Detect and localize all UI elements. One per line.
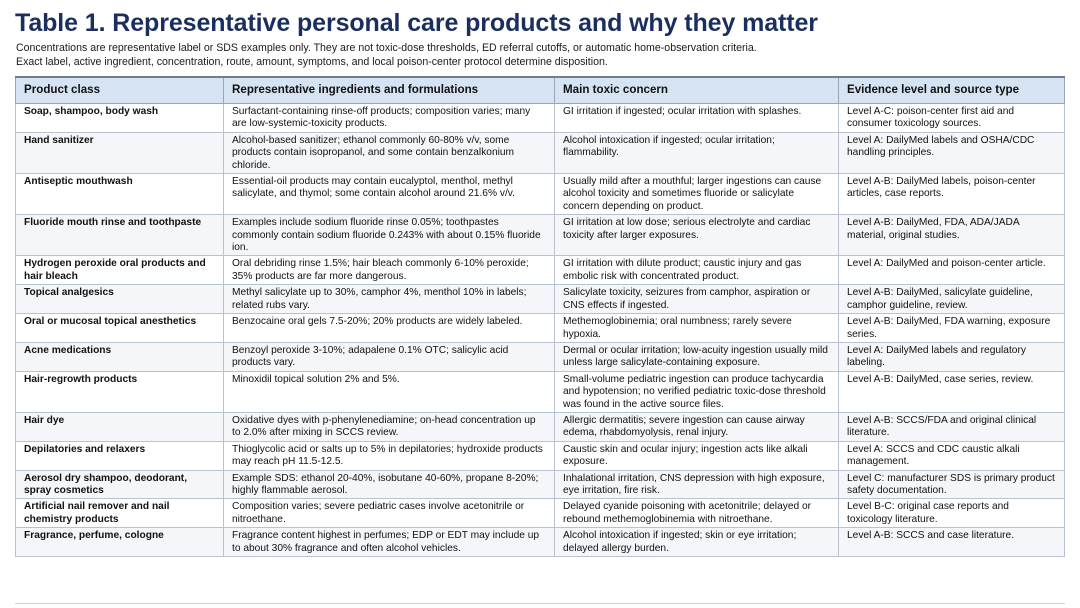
table-row: Depilatories and relaxers Thioglycolic ac… bbox=[15, 440, 1065, 471]
products-table: Product class Representative ingredients… bbox=[15, 76, 1065, 557]
table-row: Hair dye Oxidative dyes with p-phenylened… bbox=[15, 411, 1065, 442]
cell-product-class: Hair-regrowth products bbox=[15, 370, 224, 413]
table-row: Fluoride mouth rinse and toothpaste Examp… bbox=[15, 214, 1065, 257]
cell-product-class: Hydrogen peroxide oral products and hair… bbox=[15, 255, 224, 286]
table-row: Soap, shampoo, body wash Surfactant-conta… bbox=[15, 103, 1065, 133]
table-row: Topical analgesics Methyl salicylate up t… bbox=[15, 284, 1065, 315]
table-note: Concentrations are representative label … bbox=[16, 42, 757, 68]
table-row: Antiseptic mouthwash Essential-oil produc… bbox=[15, 173, 1065, 216]
table-row: Hand sanitizer Alcohol-based sanitizer; e… bbox=[15, 131, 1065, 175]
cell-evidence: Level A: DailyMed and poison-center arti… bbox=[838, 255, 1065, 286]
cell-toxic-concern: Small-volume pediatric ingestion can pro… bbox=[554, 370, 839, 413]
table-row: Oral or mucosal topical anesthetics Benzo… bbox=[15, 313, 1065, 343]
cell-ingredients: Methyl salicylate up to 30%, camphor 4%,… bbox=[223, 284, 555, 315]
cell-product-class: Artificial nail remover and nail chemist… bbox=[15, 498, 224, 529]
cell-product-class: Topical analgesics bbox=[15, 284, 224, 315]
cell-toxic-concern: Methemoglobinemia; oral numbness; rarely… bbox=[554, 313, 839, 343]
cell-evidence: Level A-B: SCCS/FDA and original clinica… bbox=[838, 411, 1065, 442]
cell-evidence: Level A: DailyMed labels and OSHA/CDC ha… bbox=[838, 131, 1065, 175]
cell-product-class: Depilatories and relaxers bbox=[15, 440, 224, 471]
cell-evidence: Level A: SCCS and CDC caustic alkali man… bbox=[838, 440, 1065, 471]
cell-evidence: Level A-B: SCCS and case literature. bbox=[838, 527, 1065, 557]
cell-toxic-concern: Inhalational irritation, CNS depression … bbox=[554, 469, 839, 500]
cell-ingredients: Thioglycolic acid or salts up to 5% in d… bbox=[223, 440, 555, 471]
cell-ingredients: Examples include sodium fluoride rinse 0… bbox=[223, 214, 555, 257]
cell-toxic-concern: GI irritation at low dose; serious elect… bbox=[554, 214, 839, 257]
cell-evidence: Level A-B: DailyMed, salicylate guidelin… bbox=[838, 284, 1065, 315]
cell-ingredients: Composition varies; severe pediatric cas… bbox=[223, 498, 555, 529]
table-body: Soap, shampoo, body wash Surfactant-conta… bbox=[15, 103, 1065, 557]
cell-toxic-concern: Alcohol intoxication if ingested; skin o… bbox=[554, 527, 839, 557]
cell-product-class: Soap, shampoo, body wash bbox=[15, 103, 224, 133]
cell-toxic-concern: GI irritation with dilute product; caust… bbox=[554, 255, 839, 286]
cell-toxic-concern: Delayed cyanide poisoning with acetonitr… bbox=[554, 498, 839, 529]
cell-ingredients: Minoxidil topical solution 2% and 5%. bbox=[223, 370, 555, 413]
cell-product-class: Oral or mucosal topical anesthetics bbox=[15, 313, 224, 343]
cell-evidence: Level A-B: DailyMed, FDA warning, exposu… bbox=[838, 313, 1065, 343]
cell-evidence: Level A-B: DailyMed, case series, review… bbox=[838, 370, 1065, 413]
header-toxic-concern: Main toxic concern bbox=[554, 76, 839, 104]
cell-toxic-concern: Usually mild after a mouthful; larger in… bbox=[554, 173, 839, 216]
cell-product-class: Fragrance, perfume, cologne bbox=[15, 527, 224, 557]
table-row: Artificial nail remover and nail chemist… bbox=[15, 498, 1065, 529]
cell-evidence: Level C: manufacturer SDS is primary pro… bbox=[838, 469, 1065, 500]
cell-toxic-concern: Caustic skin and ocular injury; ingestio… bbox=[554, 440, 839, 471]
cell-product-class: Fluoride mouth rinse and toothpaste bbox=[15, 214, 224, 257]
cell-ingredients: Oxidative dyes with p-phenylenediamine; … bbox=[223, 411, 555, 442]
cell-product-class: Acne medications bbox=[15, 341, 224, 372]
cell-ingredients: Benzocaine oral gels 7.5-20%; 20% produc… bbox=[223, 313, 555, 343]
table-header-row: Product class Representative ingredients… bbox=[15, 76, 1065, 104]
cell-toxic-concern: Alcohol intoxication if ingested; ocular… bbox=[554, 131, 839, 175]
header-evidence: Evidence level and source type bbox=[838, 76, 1065, 104]
cell-ingredients: Surfactant-containing rinse-off products… bbox=[223, 103, 555, 133]
cell-ingredients: Oral debriding rinse 1.5%; hair bleach c… bbox=[223, 255, 555, 286]
cell-ingredients: Benzoyl peroxide 3-10%; adapalene 0.1% O… bbox=[223, 341, 555, 372]
table-row: Hydrogen peroxide oral products and hair… bbox=[15, 255, 1065, 286]
cell-product-class: Hair dye bbox=[15, 411, 224, 442]
cell-ingredients: Alcohol-based sanitizer; ethanol commonl… bbox=[223, 131, 555, 175]
cell-ingredients: Essential-oil products may contain eucal… bbox=[223, 173, 555, 216]
cell-evidence: Level B-C: original case reports and tox… bbox=[838, 498, 1065, 529]
cell-product-class: Antiseptic mouthwash bbox=[15, 173, 224, 216]
table-row: Acne medications Benzoyl peroxide 3-10%; … bbox=[15, 341, 1065, 372]
cell-toxic-concern: GI irritation if ingested; ocular irrita… bbox=[554, 103, 839, 133]
cell-ingredients: Example SDS: ethanol 20-40%, isobutane 4… bbox=[223, 469, 555, 500]
cell-evidence: Level A: DailyMed labels and regulatory … bbox=[838, 341, 1065, 372]
table-row: Aerosol dry shampoo, deodorant, spray co… bbox=[15, 469, 1065, 500]
bottom-divider bbox=[15, 603, 1065, 604]
cell-product-class: Hand sanitizer bbox=[15, 131, 224, 175]
cell-evidence: Level A-C: poison-center first aid and c… bbox=[838, 103, 1065, 133]
cell-toxic-concern: Dermal or ocular irritation; low-acuity … bbox=[554, 341, 839, 372]
table-row: Fragrance, perfume, cologne Fragrance con… bbox=[15, 527, 1065, 557]
cell-evidence: Level A-B: DailyMed labels, poison-cente… bbox=[838, 173, 1065, 216]
cell-product-class: Aerosol dry shampoo, deodorant, spray co… bbox=[15, 469, 224, 500]
header-ingredients: Representative ingredients and formulati… bbox=[223, 76, 555, 104]
cell-toxic-concern: Salicylate toxicity, seizures from camph… bbox=[554, 284, 839, 315]
cell-toxic-concern: Allergic dermatitis; severe ingestion ca… bbox=[554, 411, 839, 442]
cell-evidence: Level A-B: DailyMed, FDA, ADA/JADA mater… bbox=[838, 214, 1065, 257]
cell-ingredients: Fragrance content highest in perfumes; E… bbox=[223, 527, 555, 557]
table-row: Hair-regrowth products Minoxidil topical … bbox=[15, 370, 1065, 413]
table-title: Table 1. Representative personal care pr… bbox=[15, 9, 818, 37]
header-product-class: Product class bbox=[15, 76, 224, 104]
